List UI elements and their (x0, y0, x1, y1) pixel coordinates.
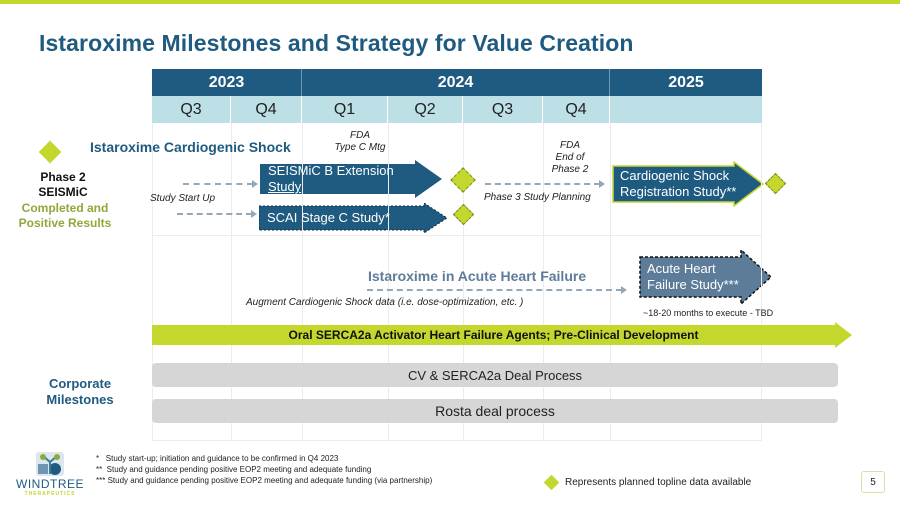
registration-study-arrow: Cardiogenic Shock Registration Study** (612, 161, 764, 207)
phase3-planning-dashed-arrow (485, 180, 605, 188)
phase2-line: Phase 2 (40, 170, 86, 184)
acute-heart-failure-study-arrow: Acute Heart Failure Study*** (639, 249, 772, 305)
arrow-text-line: Study (268, 179, 302, 194)
grid-line (302, 123, 303, 441)
legend-diamond-icon (543, 474, 560, 491)
legend-label: Represents planned topline data availabl… (565, 477, 752, 488)
grid-line (388, 123, 389, 441)
fda-line: FDA (350, 130, 370, 141)
fda-type-c-label: FDA Type C Mtg (330, 130, 390, 154)
year-2023: 2023 (152, 69, 302, 96)
study-startup-dashed-arrow (183, 180, 258, 188)
phase2-diamond-icon (38, 140, 62, 164)
quarter-2023-q4: Q4 (231, 96, 302, 123)
grid-line (231, 123, 232, 441)
quarter-2024-q1: Q1 (302, 96, 388, 123)
fda-eop2-label: FDA End of Phase 2 (540, 140, 600, 176)
arrow-text-line: Failure Study*** (647, 277, 739, 292)
topline-data-diamond-icon (764, 172, 787, 195)
grid-line (152, 235, 762, 236)
fda-line: FDA (560, 140, 580, 151)
fda-line: End of (555, 152, 585, 163)
acute-heart-failure-heading: Istaroxime in Acute Heart Failure (368, 268, 587, 284)
tree-logo-icon (36, 452, 64, 476)
windtree-logo: WINDTREE THERAPEUTICS (14, 452, 86, 497)
logo-wordmark: WINDTREE (16, 477, 84, 491)
page-number: 5 (861, 471, 885, 493)
phase2-status: Completed and Positive Results (10, 201, 120, 231)
study-startup-label: Study Start Up (150, 193, 216, 204)
fda-line: Phase 2 (551, 164, 589, 175)
fda-line: Type C Mtg (334, 142, 386, 153)
timeline-grid: 2023 2024 2025 Q3 Q4 Q1 Q2 Q3 Q4 (152, 69, 762, 441)
oral-serca2a-text: Oral SERCA2a Activator Heart Failure Age… (288, 328, 699, 342)
grid-line (463, 123, 464, 441)
arrow-text-line: Registration Study** (620, 184, 737, 199)
top-accent-bar (0, 0, 900, 4)
arrow-text-line: Cardiogenic Shock (620, 168, 730, 183)
footnote: ** Study and guidance pending positive E… (96, 465, 372, 474)
year-2025: 2025 (610, 69, 762, 96)
seismic-b-text: SEISMiC B Extension Study (268, 163, 394, 195)
logo-subtitle: THERAPEUTICS (24, 491, 76, 497)
cardiogenic-shock-heading: Istaroxime Cardiogenic Shock (90, 139, 291, 155)
seismic-b-extension-arrow: SEISMiC B Extension Study (260, 160, 442, 198)
quarter-2024-q3: Q3 (463, 96, 543, 123)
footnotes: * Study start-up; initiation and guidanc… (96, 453, 432, 486)
footnote: *** Study and guidance pending positive … (96, 476, 433, 485)
ahf-duration-label: ~18-20 months to execute - TBD (643, 308, 774, 318)
augment-label: Augment Cardiogenic Shock data (i.e. dos… (246, 297, 524, 308)
quarter-header-row: Q3 Q4 Q1 Q2 Q3 Q4 (152, 96, 762, 123)
lime-arrow-icon (152, 322, 852, 348)
corporate-line: Corporate (48, 376, 112, 391)
corporate-milestones-label: Corporate Milestones (20, 376, 140, 408)
grid-line (152, 440, 762, 441)
scai-stage-c-arrow: SCAI Stage C Study* (259, 203, 447, 233)
grid-line (761, 123, 762, 441)
quarter-2025 (610, 96, 762, 123)
oral-serca2a-bar: Oral SERCA2a Activator Heart Failure Age… (152, 322, 852, 348)
rosta-deal-bar: Rosta deal process (152, 399, 838, 423)
phase2-status-line: Positive Results (18, 216, 112, 230)
registration-text: Cardiogenic Shock Registration Study** (620, 168, 736, 200)
phase2-status-line: Completed and (21, 201, 109, 215)
phase2-line: SEISMiC (38, 185, 88, 199)
grid-line (543, 123, 544, 441)
quarter-2023-q3: Q3 (152, 96, 231, 123)
year-2024: 2024 (302, 69, 610, 96)
scai-dashed-arrow (177, 210, 257, 218)
grid-line (152, 123, 153, 441)
ahf-dashed-arrow (367, 286, 627, 294)
arrow-text-line: Acute Heart (647, 261, 716, 276)
arrow-text-line: SEISMiC B Extension (268, 163, 394, 178)
corporate-line: Milestones (46, 392, 114, 407)
quarter-2024-q4: Q4 (543, 96, 610, 123)
year-header-row: 2023 2024 2025 (152, 69, 762, 96)
phase3-planning-label: Phase 3 Study Planning (484, 192, 591, 203)
ahf-study-text: Acute Heart Failure Study*** (647, 261, 739, 293)
footnote: * Study start-up; initiation and guidanc… (96, 454, 339, 463)
scai-text: SCAI Stage C Study* (267, 210, 390, 225)
grid-line (610, 123, 611, 441)
page-title: Istaroxime Milestones and Strategy for V… (39, 30, 634, 56)
cv-serca2a-deal-bar: CV & SERCA2a Deal Process (152, 363, 838, 387)
phase2-label: Phase 2 SEISMiC (20, 170, 106, 200)
quarter-2024-q2: Q2 (388, 96, 463, 123)
